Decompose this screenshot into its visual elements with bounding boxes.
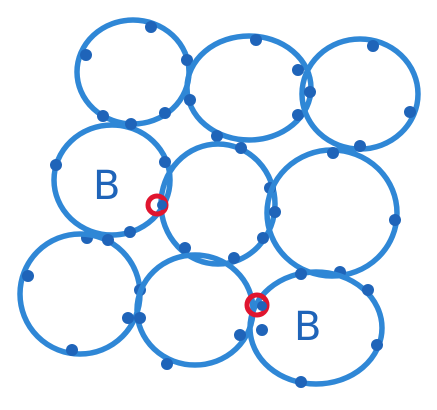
circle-bottom-right <box>247 268 385 388</box>
label-b-bottom-right: B <box>294 304 321 350</box>
circle-center <box>158 141 278 267</box>
circle-middle-right <box>264 147 401 279</box>
circle-bottom-middle <box>134 252 256 370</box>
circle-bottom-left <box>17 231 146 357</box>
label-b-top-left: B <box>93 163 120 209</box>
highlight-site-upper <box>145 193 169 217</box>
circle-top-middle <box>184 33 314 143</box>
circle-top-left <box>74 17 193 127</box>
circle-top-right <box>299 36 421 152</box>
highlight-site-lower <box>244 292 270 318</box>
